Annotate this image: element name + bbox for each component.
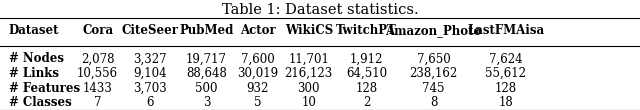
Text: Dataset: Dataset: [9, 24, 60, 37]
Text: 19,717: 19,717: [186, 52, 227, 65]
Text: TwitchPT: TwitchPT: [336, 24, 397, 37]
Text: # Features: # Features: [9, 82, 80, 95]
Text: 55,612: 55,612: [485, 67, 526, 80]
Text: 1433: 1433: [83, 82, 113, 95]
Text: 238,162: 238,162: [410, 67, 458, 80]
Text: 7,650: 7,650: [417, 52, 451, 65]
Text: 745: 745: [422, 82, 445, 95]
Text: 5: 5: [254, 96, 261, 109]
Text: 64,510: 64,510: [346, 67, 387, 80]
Text: Cora: Cora: [82, 24, 113, 37]
Text: 128: 128: [495, 82, 516, 95]
Text: 500: 500: [195, 82, 218, 95]
Text: 3: 3: [203, 96, 210, 109]
Text: 7: 7: [94, 96, 101, 109]
Text: 10,556: 10,556: [77, 67, 118, 80]
Text: 3,327: 3,327: [134, 52, 167, 65]
Text: # Classes: # Classes: [9, 96, 72, 109]
Text: WikiCS: WikiCS: [285, 24, 333, 37]
Text: 30,019: 30,019: [237, 67, 278, 80]
Text: 18: 18: [498, 96, 513, 109]
Text: 1,912: 1,912: [349, 52, 383, 65]
Text: 216,123: 216,123: [285, 67, 333, 80]
Text: PubMed: PubMed: [179, 24, 234, 37]
Text: 932: 932: [246, 82, 269, 95]
Text: 300: 300: [298, 82, 320, 95]
Text: 10: 10: [301, 96, 316, 109]
Text: Amazon_Photo: Amazon_Photo: [385, 24, 482, 37]
Text: 3,703: 3,703: [134, 82, 167, 95]
Text: 7,624: 7,624: [489, 52, 522, 65]
Text: 6: 6: [147, 96, 154, 109]
Text: 9,104: 9,104: [134, 67, 167, 80]
Text: CiteSeer: CiteSeer: [122, 24, 179, 37]
Text: 128: 128: [355, 82, 378, 95]
Text: 7,600: 7,600: [241, 52, 275, 65]
Text: Table 1: Dataset statistics.: Table 1: Dataset statistics.: [221, 3, 419, 17]
Text: 8: 8: [430, 96, 437, 109]
Text: 2: 2: [363, 96, 370, 109]
Text: # Nodes: # Nodes: [9, 52, 64, 65]
Text: LastFMAisa: LastFMAisa: [467, 24, 544, 37]
Text: Actor: Actor: [240, 24, 275, 37]
Text: # Links: # Links: [9, 67, 59, 80]
Text: 88,648: 88,648: [186, 67, 227, 80]
Text: 11,701: 11,701: [289, 52, 329, 65]
Text: 2,078: 2,078: [81, 52, 115, 65]
